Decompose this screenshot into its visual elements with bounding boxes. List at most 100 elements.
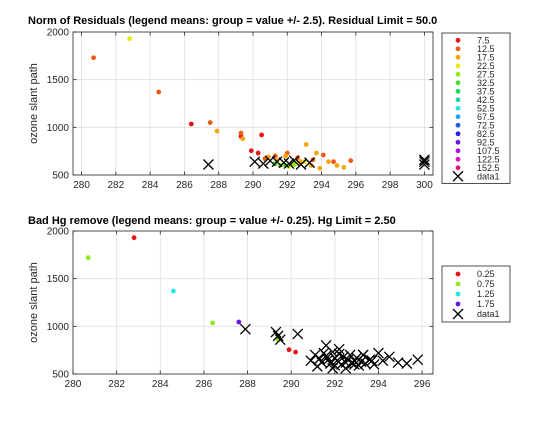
chart0-series-4-point-1 (291, 162, 297, 167)
chart0-legend-marker-9 (455, 114, 461, 120)
chart1-series-1-point-0 (85, 255, 91, 261)
chart1-series-4-point-36 (401, 358, 413, 369)
mercury-chart: 280 282 284 286 288 290 292 294 296 500 1000 1500 20… (28, 215, 511, 390)
chart1-series-4-point-34 (383, 351, 395, 363)
chart0-legend-marker-7 (455, 97, 461, 103)
chart0-legend-marker-11 (455, 131, 461, 137)
chart0-legend-marker-5 (455, 80, 461, 86)
chart0-legend-marker-14 (455, 156, 461, 162)
chart0-series-2-point-9 (314, 150, 319, 156)
chart0-legend-label-13: 107.5 (477, 146, 500, 156)
chart0-y-axis-label: ozone slant path (28, 63, 40, 144)
chart1-x-tick-label-8: 296 (414, 379, 431, 390)
chart0-legend-marker-2 (455, 54, 461, 60)
chart1-legend-marker-3 (455, 301, 461, 307)
chart1-x-tick-label-4: 288 (239, 379, 256, 390)
chart0-legend-marker-16 (452, 170, 464, 182)
chart0-x-tick-label-8: 296 (348, 180, 365, 191)
chart0-legend-label-15: 152.5 (477, 163, 500, 173)
chart1-y-tick-label-0: 500 (52, 370, 69, 381)
chart0-legend-box (441, 32, 511, 184)
chart0-series-1-point-11 (348, 158, 354, 164)
chart1-title: Bad Hg remove (legend means: group = val… (28, 215, 396, 227)
chart1-legend-label-3: 1.75 (477, 299, 495, 309)
chart0-series-16-point-1 (249, 156, 261, 168)
chart0-legend-marker-0 (455, 37, 461, 43)
chart1-series-1-point-1 (210, 320, 216, 326)
chart1-x-tick-label-5: 290 (283, 379, 300, 390)
chart0-x-tick-label-4: 288 (210, 180, 227, 191)
chart0-legend-marker-6 (455, 88, 461, 94)
chart0-markers (91, 36, 430, 171)
chart1-x-tick-label-1: 282 (108, 379, 125, 390)
chart0-legend-label-8: 52.5 (477, 103, 495, 113)
chart0-series-3-point-0 (127, 36, 132, 42)
chart0-series-2-point-0 (214, 128, 220, 134)
chart1-series-0-point-0 (131, 235, 137, 241)
chart1-series-4-point-0 (239, 323, 251, 335)
chart0-x-tick-label-2: 284 (142, 180, 159, 191)
chart0-series-1-point-3 (238, 130, 244, 136)
chart1-series-4-point-3 (274, 334, 286, 346)
chart0-legend-label-3: 22.5 (477, 61, 495, 71)
chart1-legend-marker-1 (455, 281, 461, 287)
chart1-series-4-point-22 (344, 349, 356, 361)
chart0-series-1-point-10 (331, 159, 336, 165)
chart1-y-tick-label-1: 1000 (47, 322, 70, 333)
chart0-legend-label-7: 42.5 (477, 95, 495, 105)
chart0-series-16-point-7 (288, 155, 300, 167)
chart1-series-4-point-4 (292, 328, 304, 340)
chart1-series-4-point-37 (412, 354, 424, 366)
chart0-legend-marker-1 (455, 46, 461, 52)
chart0-legend-label-0: 7.5 (477, 35, 490, 45)
chart1-x-tick-label-3: 286 (196, 379, 213, 390)
chart0-legend-label-14: 122.5 (477, 154, 500, 164)
chart0-series-0-point-2 (248, 148, 254, 154)
chart0-legend-marker-4 (455, 71, 461, 77)
chart1-series-3-point-0 (236, 319, 242, 325)
chart0-legend-marker-13 (455, 148, 461, 154)
chart0-x-tick-label-7: 294 (313, 180, 330, 191)
residuals-chart: 280 282 284 286 288 290 292 294 296 298 300 500 1000… (28, 15, 511, 191)
chart0-legend-marker-10 (455, 122, 461, 128)
chart0-series-0-point-4 (259, 132, 264, 138)
chart1-legend-box (441, 265, 511, 323)
chart0-series-1-point-1 (156, 89, 162, 95)
chart0-series-2-point-8 (308, 163, 314, 168)
chart1-y-axis-label: ozone slant path (28, 262, 40, 343)
chart1-y-tick-label-2: 1500 (47, 274, 70, 285)
chart0-series-16-point-8 (295, 159, 307, 170)
chart0-series-16-point-9 (304, 157, 316, 169)
chart0-x-tick-label-10: 300 (416, 180, 433, 191)
chart1-series-4-point-43 (357, 349, 369, 361)
chart0-x-tick-label-6: 292 (279, 180, 296, 191)
chart0-series-2-point-10 (317, 165, 323, 171)
chart1-series-4-point-41 (340, 362, 352, 374)
chart1-series-2-point-0 (170, 288, 176, 294)
chart0-series-2-point-13 (341, 164, 347, 170)
chart1-series-0-point-1 (286, 347, 292, 353)
chart1-series-4-point-38 (311, 360, 323, 372)
chart1-x-tick-label-0: 280 (65, 379, 82, 390)
chart0-series-16-point-6 (283, 158, 295, 170)
chart1-legend-marker-0 (455, 271, 461, 277)
chart1-plot-area (73, 231, 433, 374)
chart0-series-16-point-2 (257, 158, 269, 170)
chart0-y-tick-label-1: 1000 (47, 123, 70, 134)
chart0-series-16-point-12 (418, 159, 430, 170)
chart1-legend-marker-2 (455, 291, 461, 297)
chart1-legend-label-1: 0.75 (477, 279, 495, 289)
chart0-x-tick-label-0: 280 (73, 180, 90, 191)
chart0-title: Norm of Residuals (legend means: group =… (28, 15, 437, 27)
chart0-series-1-point-9 (320, 152, 326, 158)
chart0-legend-label-10: 72.5 (477, 120, 495, 130)
chart0-legend-marker-12 (455, 139, 461, 145)
chart1-y-tick-label-3: 2000 (47, 227, 70, 238)
chart0-y-tick-label-2: 1500 (47, 75, 70, 86)
chart1-series-4-point-42 (348, 359, 360, 370)
chart1-series-4-point-44 (366, 355, 378, 367)
chart1-legend-label-0: 0.25 (477, 269, 495, 279)
chart1-x-tick-label-7: 294 (370, 379, 387, 390)
